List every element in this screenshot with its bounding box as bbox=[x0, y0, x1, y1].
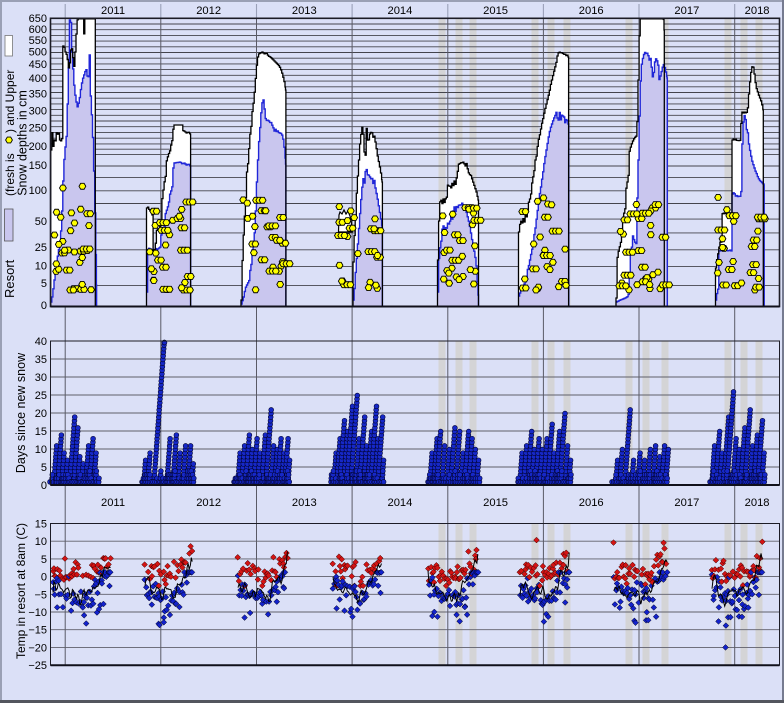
svg-text:450: 450 bbox=[29, 59, 47, 71]
svg-text:0: 0 bbox=[41, 480, 47, 492]
svg-text:(fresh is: (fresh is bbox=[3, 153, 17, 196]
svg-text:−10: −10 bbox=[28, 607, 47, 619]
svg-text:2014: 2014 bbox=[387, 5, 412, 17]
svg-text:25: 25 bbox=[35, 242, 47, 254]
svg-text:−25: −25 bbox=[28, 660, 47, 672]
svg-text:2017: 2017 bbox=[674, 5, 699, 17]
svg-text:2013: 2013 bbox=[292, 497, 317, 509]
svg-text:2013: 2013 bbox=[292, 5, 317, 17]
svg-text:−5: −5 bbox=[34, 589, 47, 601]
svg-text:−20: −20 bbox=[28, 642, 47, 654]
svg-text:Temp in resort at 8am (C): Temp in resort at 8am (C) bbox=[14, 523, 28, 659]
svg-text:50: 50 bbox=[35, 216, 47, 228]
svg-text:30: 30 bbox=[35, 372, 47, 384]
svg-text:2018: 2018 bbox=[745, 5, 770, 17]
svg-text:−15: −15 bbox=[28, 625, 47, 637]
svg-text:Days since new snow: Days since new snow bbox=[14, 352, 28, 473]
svg-text:35: 35 bbox=[35, 354, 47, 366]
svg-text:600: 600 bbox=[29, 24, 47, 36]
svg-text:20: 20 bbox=[35, 408, 47, 420]
svg-text:2015: 2015 bbox=[483, 497, 508, 509]
svg-text:10: 10 bbox=[35, 261, 47, 273]
svg-text:500: 500 bbox=[29, 47, 47, 59]
svg-text:2016: 2016 bbox=[579, 5, 604, 17]
svg-text:5: 5 bbox=[41, 278, 47, 290]
svg-text:200: 200 bbox=[29, 141, 47, 153]
svg-text:650: 650 bbox=[29, 13, 47, 25]
svg-text:0: 0 bbox=[41, 300, 47, 312]
svg-text:350: 350 bbox=[29, 89, 47, 101]
svg-text:550: 550 bbox=[29, 35, 47, 47]
svg-text:5: 5 bbox=[41, 462, 47, 474]
svg-text:10: 10 bbox=[35, 444, 47, 456]
svg-text:2017: 2017 bbox=[674, 497, 699, 509]
svg-text:2018: 2018 bbox=[745, 497, 770, 509]
svg-text:Resort: Resort bbox=[2, 259, 17, 298]
svg-text:2014: 2014 bbox=[387, 497, 412, 509]
svg-text:10: 10 bbox=[35, 536, 47, 548]
svg-text:2011: 2011 bbox=[101, 497, 125, 509]
svg-text:25: 25 bbox=[35, 390, 47, 402]
svg-text:40: 40 bbox=[35, 336, 47, 348]
svg-text:15: 15 bbox=[35, 518, 47, 530]
svg-text:2012: 2012 bbox=[196, 5, 221, 17]
svg-text:2016: 2016 bbox=[579, 497, 604, 509]
svg-text:Snow depths in cm: Snow depths in cm bbox=[16, 90, 30, 196]
svg-text:2012: 2012 bbox=[196, 497, 221, 509]
svg-text:250: 250 bbox=[29, 122, 47, 134]
svg-text:150: 150 bbox=[29, 160, 47, 172]
svg-text:100: 100 bbox=[29, 185, 47, 197]
svg-text:300: 300 bbox=[29, 106, 47, 118]
svg-text:0: 0 bbox=[41, 572, 47, 584]
svg-text:2015: 2015 bbox=[483, 5, 508, 17]
svg-text:) and Upper: ) and Upper bbox=[3, 70, 17, 133]
svg-text:5: 5 bbox=[41, 554, 47, 566]
svg-text:2011: 2011 bbox=[101, 5, 125, 17]
svg-text:15: 15 bbox=[35, 426, 47, 438]
svg-text:400: 400 bbox=[29, 73, 47, 85]
